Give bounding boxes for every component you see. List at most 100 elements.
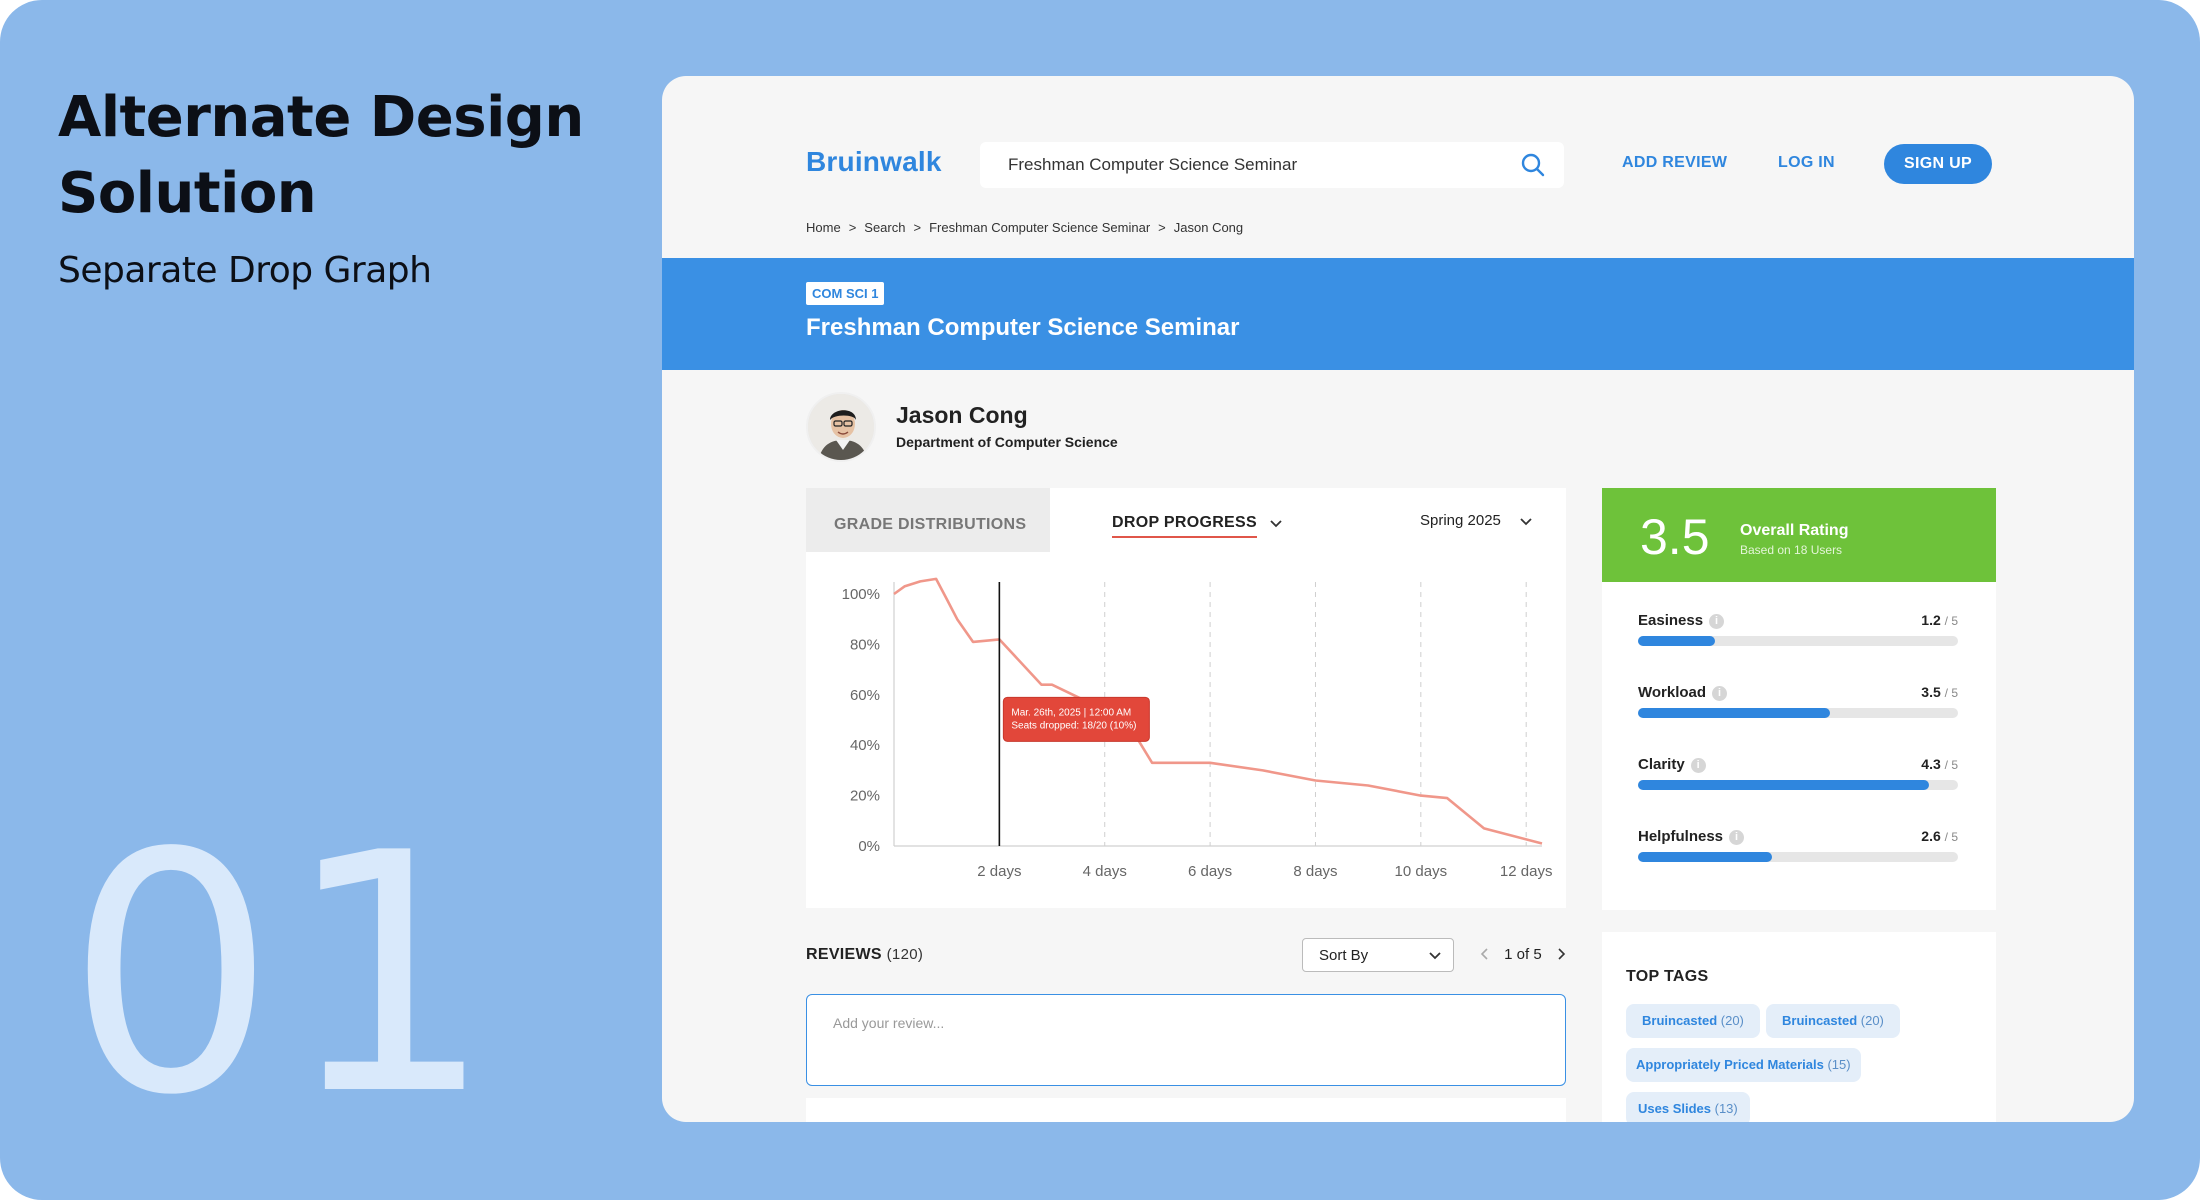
x-tick-label: 6 days (1188, 863, 1232, 880)
rating-card: 3.5 Overall Rating Based on 18 Users Eas… (1602, 488, 1996, 910)
top-tags-title: TOP TAGS (1626, 968, 1709, 985)
chevron-down-icon[interactable] (1268, 516, 1284, 532)
log-in-link[interactable]: LOG IN (1778, 154, 1835, 171)
x-tick-label: 10 days (1395, 863, 1448, 880)
tag-count: (13) (1714, 1101, 1738, 1116)
chevron-left-icon[interactable] (1478, 947, 1492, 961)
tag-chip[interactable]: Bruincasted (20) (1766, 1004, 1900, 1038)
y-tick-label: 40% (850, 737, 880, 754)
course-title: Freshman Computer Science Seminar (806, 314, 1240, 341)
tab-drop-progress[interactable]: DROP PROGRESS (1112, 514, 1257, 538)
metric-label-text: Easiness (1638, 612, 1704, 629)
tag-name: Uses Slides (1638, 1101, 1711, 1116)
metric-bar-fill (1638, 708, 1830, 718)
slide-title-line-2: Solution (58, 161, 317, 226)
tab-grade-distributions-label: GRADE DISTRIBUTIONS (834, 516, 1027, 533)
breadcrumb-search[interactable]: Search (864, 220, 906, 235)
metric-value: 2.6 / 5 (1921, 828, 1958, 844)
y-tick-label: 0% (858, 838, 880, 855)
tag-chip[interactable]: Uses Slides (13) (1626, 1092, 1750, 1122)
reviews-count: (120) (886, 946, 924, 963)
tag-chip[interactable]: Appropriately Priced Materials (15) (1626, 1048, 1861, 1082)
info-icon[interactable]: i (1729, 830, 1745, 845)
slide-number: 01 (66, 783, 502, 1167)
breadcrumb-separator: > (913, 220, 922, 235)
sign-up-button[interactable]: SIGN UP (1884, 144, 1992, 184)
metric-label: Easiness i (1638, 612, 1725, 629)
bruinwalk-logo[interactable]: Bruinwalk (806, 146, 942, 177)
course-banner: COM SCI 1 Freshman Computer Science Semi… (662, 258, 2134, 370)
breadcrumb-separator: > (1158, 220, 1166, 235)
overall-rating-count: Based on 18 Users (1740, 543, 1843, 557)
tab-grade-distributions[interactable]: GRADE DISTRIBUTIONS (806, 488, 1050, 552)
x-tick-label: 4 days (1083, 863, 1127, 880)
overall-rating-header: 3.5 Overall Rating Based on 18 Users (1602, 488, 1996, 582)
app-window: Bruinwalk Freshman Computer Science Semi… (662, 76, 2134, 1122)
x-tick-label: 2 days (977, 863, 1021, 880)
info-icon[interactable]: i (1690, 758, 1706, 773)
tag-count: (20) (1860, 1013, 1884, 1028)
search-input-value: Freshman Computer Science Seminar (1008, 155, 1298, 174)
tag-count: (20) (1720, 1013, 1744, 1028)
info-icon[interactable]: i (1709, 614, 1725, 629)
metric-value-max: / 5 (1944, 830, 1958, 844)
sort-by-select[interactable]: Sort By (1302, 938, 1454, 972)
professor-avatar (806, 392, 876, 462)
drop-progress-chart-svg: 100% 80% 60% 40% 20% 0% 2 days 4 days 6 days 8 da… (842, 577, 1552, 880)
reviews-label: REVIEWS (806, 946, 882, 963)
drop-progress-chart: 100% 80% 60% 40% 20% 0% 2 days 4 days 6 days 8 da… (806, 552, 1566, 908)
y-tick-label: 60% (850, 687, 880, 704)
tag-chip[interactable]: Bruincasted (20) (1626, 1004, 1760, 1038)
professor-name: Jason Cong (896, 402, 1028, 428)
review-card (806, 1098, 1566, 1122)
chevron-down-icon[interactable] (1518, 514, 1534, 530)
review-placeholder: Add your review... (833, 1015, 945, 1031)
chart-tooltip-seats: Seats dropped: 18/20 (10%) (1011, 720, 1136, 731)
metric-bar-fill (1638, 636, 1715, 646)
metric-label-text: Workload (1638, 684, 1707, 701)
professor-photo-icon (808, 394, 874, 460)
metric-label-text: Clarity (1638, 756, 1685, 773)
chart-tabs: GRADE DISTRIBUTIONS DROP PROGRESS Spring… (806, 488, 1566, 552)
metric-value-number: 2.6 (1921, 828, 1941, 844)
review-textarea[interactable]: Add your review... (806, 994, 1566, 1086)
search-icon[interactable] (1520, 152, 1546, 178)
drop-series-line (893, 577, 1543, 845)
pagination-label: 1 of 5 (1504, 946, 1542, 963)
tag-name: Bruincasted (1782, 1013, 1858, 1028)
term-selector[interactable]: Spring 2025 (1420, 512, 1501, 529)
metric-value-number: 1.2 (1921, 612, 1941, 628)
chart-tooltip-date: Mar. 26th, 2025 | 12:00 AM (1011, 707, 1131, 718)
chevron-right-icon[interactable] (1554, 947, 1568, 961)
breadcrumb-professor[interactable]: Jason Cong (1173, 220, 1244, 235)
breadcrumb-separator: > (848, 220, 857, 235)
metric-value-max: / 5 (1944, 686, 1958, 700)
tag-count: (15) (1827, 1057, 1851, 1072)
metric-value: 3.5 / 5 (1921, 684, 1958, 700)
course-code-badge: COM SCI 1 (806, 282, 885, 305)
metric-bar-fill (1638, 780, 1930, 790)
breadcrumb-course[interactable]: Freshman Computer Science Seminar (929, 220, 1151, 235)
metric-bar-track (1638, 852, 1958, 862)
chevron-down-icon (1429, 952, 1441, 960)
metric-bar-track (1638, 636, 1958, 646)
y-tick-label: 20% (850, 788, 880, 805)
search-input[interactable]: Freshman Computer Science Seminar (980, 142, 1564, 188)
chart-tooltip (1002, 696, 1150, 742)
x-tick-label: 8 days (1293, 863, 1337, 880)
y-tick-label: 80% (850, 636, 880, 653)
metric-helpfulness: Helpfulness i 2.6 / 5 (1638, 828, 1958, 868)
slide-subtitle: Separate Drop Graph (58, 250, 432, 291)
metric-label: Helpfulness i (1638, 828, 1745, 845)
breadcrumb-home[interactable]: Home (806, 220, 841, 235)
metric-value-number: 4.3 (1921, 756, 1941, 772)
tag-name: Bruincasted (1642, 1013, 1718, 1028)
metric-bar-track (1638, 708, 1958, 718)
metric-bar-fill (1638, 852, 1773, 862)
metric-label: Workload i (1638, 684, 1728, 701)
info-icon[interactable]: i (1712, 686, 1728, 701)
metric-workload: Workload i 3.5 / 5 (1638, 684, 1958, 724)
overall-rating-label: Overall Rating (1740, 522, 1849, 539)
add-review-link[interactable]: ADD REVIEW (1622, 154, 1728, 171)
